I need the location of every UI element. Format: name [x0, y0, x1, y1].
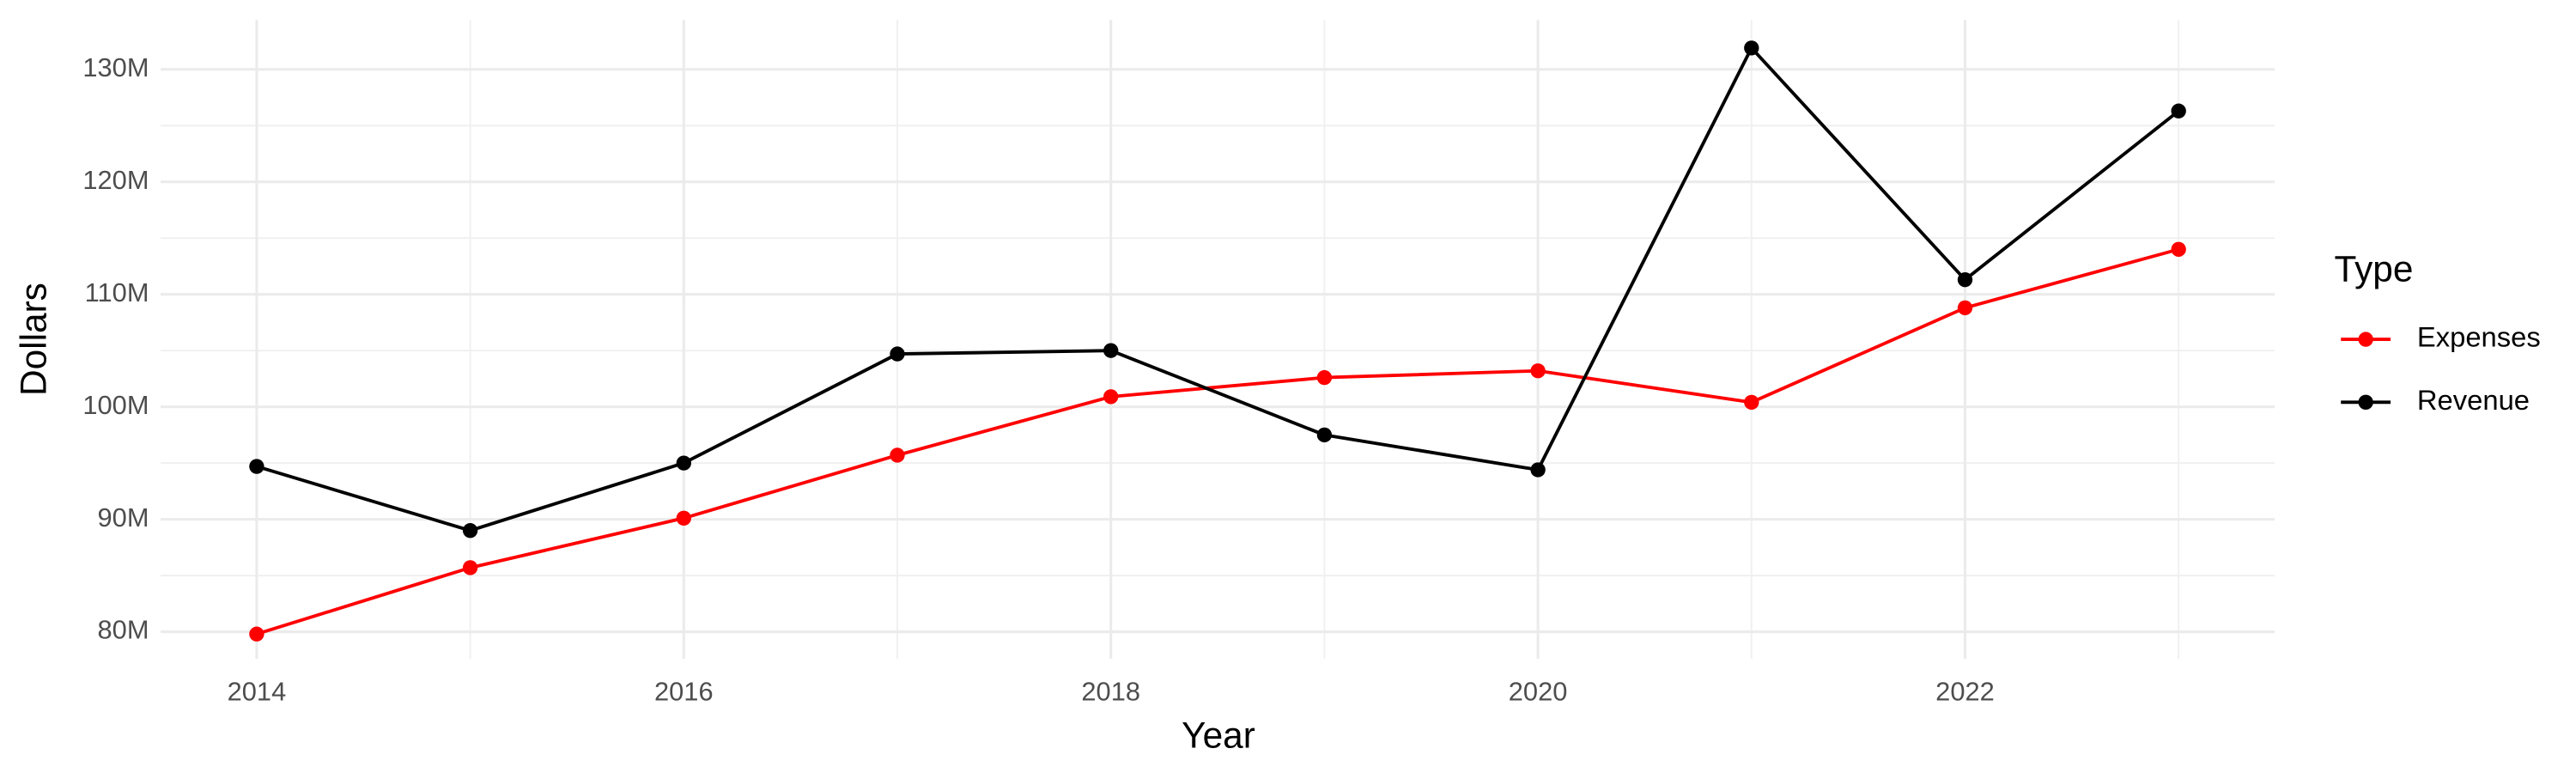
data-point	[462, 560, 478, 575]
y-tick-label: 120M	[82, 165, 149, 195]
series-line	[256, 45, 2180, 533]
data-point	[890, 447, 905, 463]
data-point	[1744, 394, 1759, 411]
data-point	[1316, 369, 1333, 386]
y-tick-label: 90M	[98, 502, 149, 533]
data-point	[890, 346, 905, 362]
x-tick-label: 2018	[1081, 677, 1140, 707]
y-axis-title: Dollars	[14, 283, 54, 396]
data-point	[249, 459, 264, 474]
y-tick-label: 100M	[82, 390, 149, 420]
data-point	[1530, 363, 1546, 379]
x-tick-label: 2016	[654, 677, 714, 707]
data-point	[676, 510, 691, 526]
data-point	[1103, 389, 1119, 405]
legend-label: Revenue	[2417, 384, 2530, 416]
x-tick-label: 2014	[228, 677, 287, 707]
data-point	[2171, 103, 2186, 119]
x-tick-label: 2020	[1509, 677, 1568, 707]
data-point	[1530, 462, 1546, 478]
data-point	[1957, 300, 1973, 316]
data-point	[2171, 241, 2186, 257]
y-tick-label: 110M	[85, 277, 149, 307]
data-point	[1744, 40, 1759, 56]
data-point	[1316, 427, 1333, 443]
data-point	[249, 626, 264, 642]
y-tick-label: 80M	[98, 615, 149, 645]
series-line	[256, 247, 2179, 636]
data-point	[676, 455, 691, 471]
legend-point	[2358, 332, 2373, 347]
legend-label: Expenses	[2417, 321, 2541, 353]
legend-title: Type	[2335, 248, 2414, 289]
data-point	[1103, 343, 1119, 358]
x-axis-title: Year	[1182, 715, 1255, 756]
legend-point	[2358, 394, 2373, 410]
data-point	[462, 523, 478, 539]
x-tick-label: 2022	[1935, 677, 1995, 707]
data-point	[1957, 271, 1973, 288]
y-tick-label: 130M	[82, 52, 149, 82]
